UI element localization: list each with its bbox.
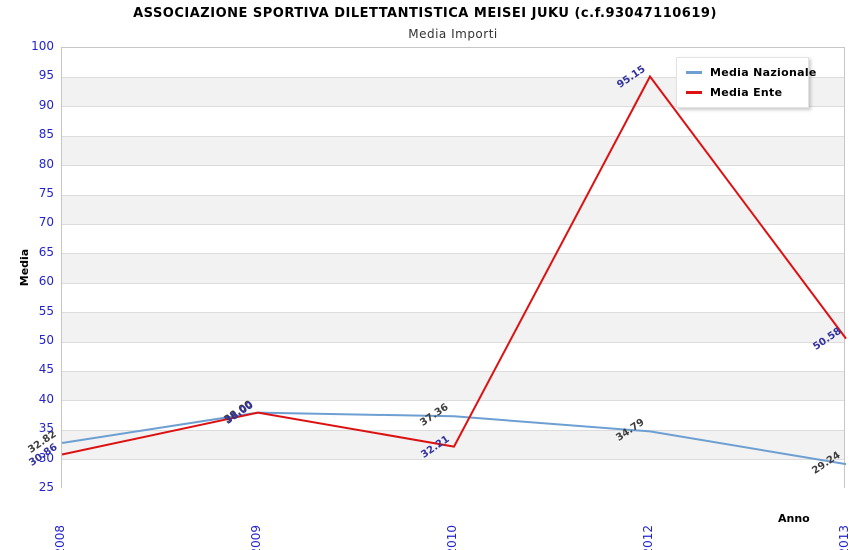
x-tick-label: 2012 — [640, 494, 658, 550]
plot-band — [62, 224, 844, 254]
x-tick-label: 2008 — [52, 494, 70, 550]
x-tick-text: 2012 — [640, 525, 655, 550]
x-tick-label: 2013 — [836, 494, 850, 550]
y-tick-label: 100 — [31, 39, 54, 53]
plot-band — [62, 400, 844, 431]
x-tick-label: 2009 — [248, 494, 266, 550]
plot-band — [62, 459, 844, 489]
gridline — [62, 341, 844, 343]
plot-band — [62, 312, 844, 342]
y-tick-label: 40 — [38, 391, 54, 406]
legend-swatch-media-nazionale — [686, 71, 702, 74]
legend-label: Media Nazionale — [710, 66, 817, 79]
gridline — [62, 135, 844, 137]
gridline — [62, 459, 844, 461]
chart-subtitle: Media Importi — [408, 27, 498, 41]
y-tick-label: 70 — [38, 215, 54, 230]
gridline — [62, 429, 844, 431]
y-tick-label: 30 — [38, 450, 54, 465]
plot-band — [62, 195, 844, 225]
y-tick-label: 50 — [38, 333, 54, 347]
y-tick-label: 60 — [38, 274, 54, 289]
legend-label: Media Ente — [710, 86, 783, 99]
y-tick-label: 65 — [38, 244, 54, 259]
plot-band — [62, 342, 844, 372]
y-tick-label: 85 — [38, 127, 54, 142]
y-tick-label: 75 — [38, 186, 54, 200]
y-tick-label: 35 — [38, 421, 54, 436]
plot-band — [62, 165, 844, 195]
legend: Media Nazionale Media Ente — [676, 57, 816, 108]
x-tick-text: 2010 — [444, 525, 459, 550]
legend-item-media-nazionale: Media Nazionale — [686, 65, 816, 80]
gridline — [62, 194, 844, 196]
gridline — [62, 400, 844, 402]
chart-title: ASSOCIAZIONE SPORTIVA DILETTANTISTICA ME… — [133, 6, 717, 21]
gridline — [62, 223, 844, 225]
plot-band — [62, 371, 844, 401]
legend-swatch-media-ente — [686, 91, 702, 94]
y-tick-label: 80 — [38, 156, 54, 171]
plot-band — [62, 283, 844, 313]
legend-item-media-ente: Media Ente — [686, 85, 799, 100]
x-tick-text: 2009 — [248, 525, 263, 550]
y-tick-label: 90 — [38, 97, 54, 112]
x-tick-label: 2010 — [444, 494, 462, 550]
plot-band — [62, 106, 844, 137]
y-tick-label: 55 — [38, 303, 54, 318]
gridline — [62, 312, 844, 314]
plot-band — [62, 253, 844, 284]
x-axis-title: Anno — [778, 512, 810, 525]
x-tick-text: 2008 — [52, 525, 67, 550]
y-tick-label: 95 — [38, 68, 54, 83]
gridline — [62, 282, 844, 284]
gridline — [62, 165, 844, 167]
gridline — [62, 253, 844, 255]
x-tick-text: 2013 — [836, 525, 850, 550]
plot-area: 32.82 38.00 37.36 34.79 29.24 30.86 38.00 32.21… — [27, 47, 847, 489]
y-tick-label: 45 — [38, 362, 54, 377]
gridline — [62, 370, 844, 372]
plot-band — [62, 430, 844, 460]
y-tick-label: 25 — [38, 480, 54, 494]
plot-band — [62, 136, 844, 166]
